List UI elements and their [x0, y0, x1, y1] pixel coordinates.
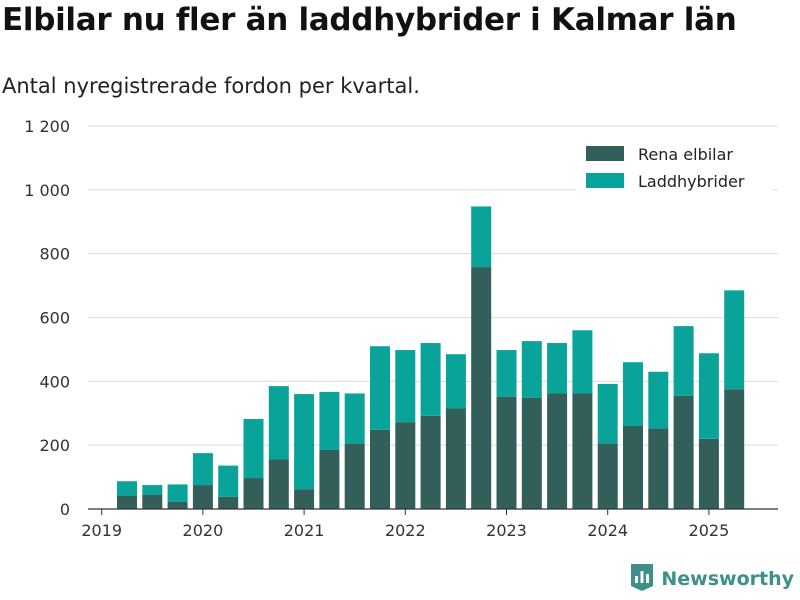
bar-laddhybrider [142, 485, 163, 495]
y-tick-label: 200 [39, 436, 70, 455]
bar-rena-elbilar [698, 438, 719, 509]
legend-swatch [586, 173, 624, 188]
bar-laddhybrider [673, 326, 694, 396]
bar-laddhybrider [117, 481, 137, 496]
bar-laddhybrider [370, 346, 390, 430]
bar-rena-elbilar [117, 495, 137, 509]
bar-laddhybrider [623, 362, 643, 427]
x-tick-label: 2023 [486, 521, 527, 540]
bar-rena-elbilar [319, 449, 340, 509]
bars [117, 206, 745, 509]
bar-laddhybrider [445, 354, 466, 409]
bar-rena-elbilar [142, 494, 163, 509]
bar-laddhybrider [698, 353, 719, 439]
bar-rena-elbilar [420, 415, 441, 509]
bar-rena-elbilar [673, 395, 694, 509]
bar-rena-elbilar [370, 429, 390, 509]
bar-laddhybrider [167, 484, 188, 502]
brand-name: Newsworthy [661, 568, 794, 590]
bar-laddhybrider [344, 393, 365, 444]
legend-label: Laddhybrider [638, 172, 745, 191]
bar-laddhybrider [319, 391, 340, 450]
bar-rena-elbilar [243, 478, 264, 509]
bar-rena-elbilar [218, 496, 239, 509]
y-tick-label: 0 [60, 500, 70, 519]
bar-laddhybrider [496, 350, 517, 397]
bar-rena-elbilar [521, 397, 542, 509]
bar-rena-elbilar [471, 267, 492, 509]
bar-rena-elbilar [547, 393, 568, 509]
bar-laddhybrider [471, 206, 492, 268]
bar-laddhybrider [521, 341, 542, 398]
bar-rena-elbilar [445, 408, 466, 509]
x-tick-label: 2025 [689, 521, 730, 540]
y-tick-label: 800 [39, 245, 70, 264]
legend: Rena elbilar Laddhybrider [576, 140, 772, 200]
y-tick-label: 1 000 [24, 181, 70, 200]
bar-rena-elbilar [496, 396, 517, 509]
bar-rena-elbilar [648, 428, 669, 509]
bar-laddhybrider [294, 394, 315, 490]
bar-rena-elbilar [623, 426, 643, 509]
legend-label: Rena elbilar [638, 145, 733, 164]
y-tick-label: 1 200 [24, 117, 70, 136]
x-tick-label: 2019 [81, 521, 122, 540]
bar-laddhybrider [395, 350, 416, 423]
bar-rena-elbilar [724, 389, 745, 509]
x-tick-label: 2021 [284, 521, 325, 540]
bar-rena-elbilar [294, 489, 315, 509]
brand-footer: Newsworthy [629, 564, 794, 594]
bar-laddhybrider [597, 383, 618, 444]
bar-rena-elbilar [268, 459, 289, 509]
bar-laddhybrider [572, 330, 593, 394]
bar-rena-elbilar [597, 443, 618, 509]
y-tick-label: 600 [39, 309, 70, 328]
bar-laddhybrider [724, 290, 745, 390]
bar-laddhybrider [268, 386, 289, 460]
bar-rena-elbilar [395, 422, 416, 509]
newsworthy-logo-icon [629, 562, 655, 596]
x-tick-label: 2020 [183, 521, 224, 540]
bar-laddhybrider [218, 465, 239, 497]
y-tick-label: 400 [39, 372, 70, 391]
bar-rena-elbilar [572, 393, 593, 509]
x-tick-label: 2024 [587, 521, 628, 540]
chart-title: Elbilar nu fler än laddhybrider i Kalmar… [2, 2, 737, 38]
bar-rena-elbilar [192, 485, 213, 509]
bar-rena-elbilar [344, 443, 365, 509]
bar-laddhybrider [547, 343, 568, 394]
axes: 0 200 400 600 800 1 000 1 200 2019 2020 2021 2022 2… [24, 117, 778, 540]
chart-subtitle: Antal nyregistrerade fordon per kvartal. [2, 74, 420, 98]
legend-swatch [586, 146, 624, 161]
x-tick-label: 2022 [385, 521, 426, 540]
bar-rena-elbilar [167, 501, 188, 509]
bar-laddhybrider [243, 418, 264, 479]
bar-laddhybrider [648, 371, 669, 429]
bar-laddhybrider [192, 453, 213, 486]
bar-laddhybrider [420, 343, 441, 416]
